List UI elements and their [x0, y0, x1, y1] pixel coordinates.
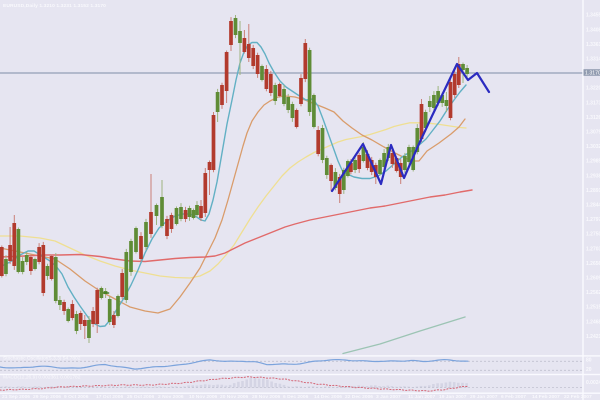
svg-text:21 Sep 2006: 21 Sep 2006: [2, 394, 30, 400]
svg-text:9 Oct 2006: 9 Oct 2006: [64, 394, 89, 400]
svg-text:1.2562: 1.2562: [586, 290, 600, 296]
svg-text:1.3170: 1.3170: [585, 71, 600, 77]
svg-text:10 Nov 2006: 10 Nov 2006: [189, 394, 218, 400]
svg-text:1.2844: 1.2844: [586, 203, 600, 209]
svg-text:1.2891: 1.2891: [586, 188, 600, 194]
svg-text:20 Nov 2006: 20 Nov 2006: [220, 394, 249, 400]
svg-text:EURUSD,Daily 1.3210 1.3231 1.: EURUSD,Daily 1.3210 1.3231 1.3152 1.3170: [3, 3, 106, 9]
svg-text:0.0024: 0.0024: [586, 380, 600, 386]
svg-text:1.3126: 1.3126: [586, 115, 600, 121]
svg-text:1.2985: 1.2985: [586, 159, 600, 165]
svg-text:28 Nov 2006: 28 Nov 2006: [252, 394, 281, 400]
svg-text:1.2468: 1.2468: [586, 319, 600, 325]
svg-text:3 Jan 2007: 3 Jan 2007: [376, 394, 401, 400]
svg-text:1.2797: 1.2797: [586, 217, 600, 223]
svg-text:6 Feb 2007: 6 Feb 2007: [501, 394, 526, 400]
svg-text:1.2421: 1.2421: [586, 334, 600, 340]
svg-text:1.3173: 1.3173: [586, 100, 600, 106]
svg-text:1.3220: 1.3220: [586, 86, 600, 92]
svg-text:1.3408: 1.3408: [586, 27, 600, 33]
svg-text:1.3314: 1.3314: [586, 57, 600, 63]
svg-text:1.3032: 1.3032: [586, 144, 600, 150]
svg-text:19 Jan 2007: 19 Jan 2007: [439, 394, 467, 400]
svg-text:1.3361: 1.3361: [586, 42, 600, 48]
svg-text:29 Sep 2006: 29 Sep 2006: [33, 394, 61, 400]
svg-text:1.2609: 1.2609: [586, 276, 600, 282]
svg-text:14 Feb 2007: 14 Feb 2007: [532, 394, 560, 400]
svg-text:29 Jan 2007: 29 Jan 2007: [470, 394, 498, 400]
svg-text:20: 20: [586, 367, 592, 373]
svg-text:6 Dec 2006: 6 Dec 2006: [283, 394, 309, 400]
svg-text:22 Feb 2007: 22 Feb 2007: [564, 394, 592, 400]
svg-text:22 Dec 2006: 22 Dec 2006: [345, 394, 373, 400]
svg-text:11 Jan 2007: 11 Jan 2007: [408, 394, 435, 400]
svg-text:1.2750: 1.2750: [586, 232, 600, 238]
svg-text:1.2703: 1.2703: [586, 246, 600, 252]
svg-text:1.3455: 1.3455: [586, 13, 600, 19]
svg-text:25 Oct 2006: 25 Oct 2006: [127, 394, 154, 400]
svg-text:80: 80: [586, 358, 592, 364]
svg-text:MACD(12,26,9) 0.002361 0.0017: MACD(12,26,9) 0.002361 0.001782: [3, 375, 81, 381]
svg-text:1.2656: 1.2656: [586, 261, 600, 267]
svg-text:1.2515: 1.2515: [586, 305, 600, 311]
svg-text:2 Nov 2006: 2 Nov 2006: [158, 394, 184, 400]
svg-text:1.3079: 1.3079: [586, 130, 600, 136]
svg-text:17 Oct 2006: 17 Oct 2006: [96, 394, 123, 400]
svg-text:14 Dec 2006: 14 Dec 2006: [314, 394, 342, 400]
svg-text:1.2938: 1.2938: [586, 173, 600, 179]
svg-text:Stochastic Oscillator(5,3,3): Stochastic Oscillator(5,3,3) 54.7802: [3, 356, 81, 362]
